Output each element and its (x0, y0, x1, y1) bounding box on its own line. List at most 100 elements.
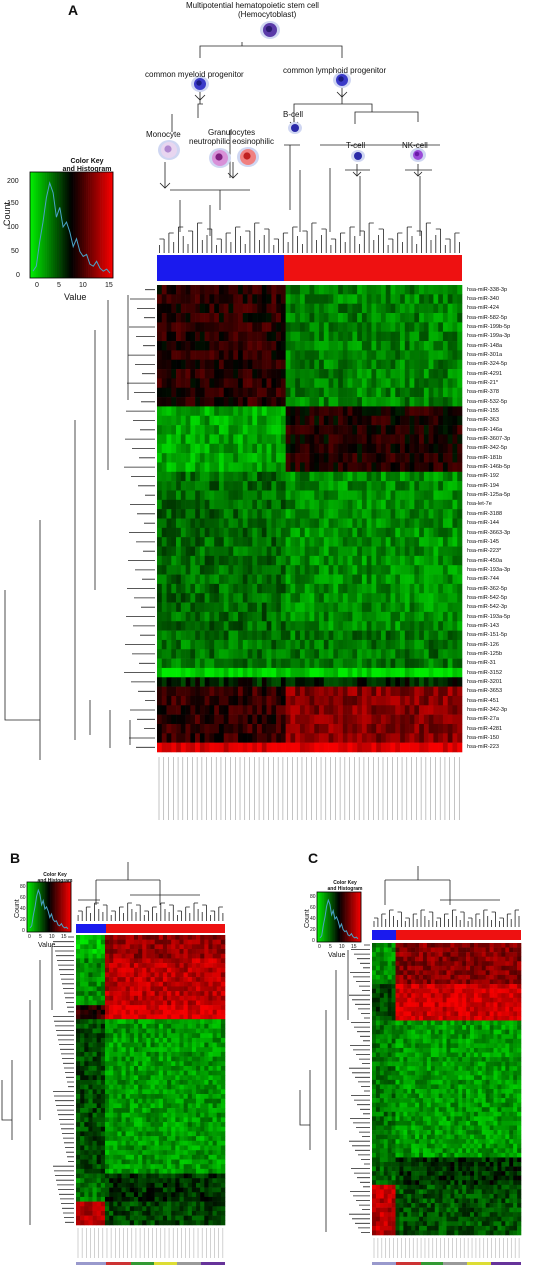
heatmap-cell (129, 1000, 135, 1006)
heatmap-cell (129, 1070, 135, 1076)
heatmap-cell (233, 742, 239, 753)
heatmap-cell (150, 1070, 155, 1076)
heatmap-cell (376, 705, 382, 715)
heatmap-cell (212, 935, 218, 940)
heatmap-cell (175, 1112, 180, 1118)
heatmap-cell (208, 1033, 213, 1039)
heatmap-cell (187, 1037, 193, 1043)
heatmap-cell (395, 499, 401, 510)
heatmap-cell (285, 723, 291, 734)
heatmap-cell (419, 714, 425, 725)
heatmap-cell (191, 1126, 197, 1132)
heatmap-cell (261, 331, 267, 342)
heatmap-cell (195, 490, 201, 501)
heatmap-cell (104, 1009, 110, 1015)
heatmap-cell (338, 714, 344, 725)
heatmap-cell (295, 518, 301, 529)
heatmap-cell (233, 387, 239, 398)
heatmap-cell (109, 972, 114, 978)
heatmap-cell (154, 1037, 160, 1043)
heatmap-cell (261, 387, 267, 398)
heatmap-cell (214, 387, 220, 398)
heatmap-cell (167, 944, 172, 950)
heatmap-cell (404, 313, 410, 323)
heatmap-cell (390, 555, 396, 566)
heatmap-cell (342, 415, 348, 426)
heatmap-cell (88, 1000, 93, 1006)
heatmap-cell (161, 285, 167, 295)
heatmap-cell (212, 991, 218, 997)
heatmap-cell (113, 1061, 118, 1067)
heatmap-cell (209, 527, 215, 538)
heatmap-cell (183, 1000, 189, 1006)
heatmap-cell (400, 481, 406, 491)
heatmap-cell (295, 294, 301, 304)
heatmap-cell (438, 742, 444, 753)
heatmap-cell (352, 555, 358, 566)
heatmap-cell (347, 303, 353, 314)
heatmap-cell (80, 981, 85, 987)
heatmap-cell (314, 387, 320, 398)
heatmap-cell (76, 986, 81, 992)
heatmap-cell (390, 649, 396, 659)
heatmap-cell (266, 537, 272, 547)
heatmap-cell (347, 677, 353, 687)
heatmap-cell (88, 1098, 93, 1104)
heatmap-cell (208, 1136, 213, 1142)
heatmap-cell (176, 733, 182, 743)
heatmap-cell (199, 471, 205, 482)
heatmap-cell (242, 574, 248, 585)
heatmap-cell (266, 509, 272, 519)
heatmap-cell (161, 574, 167, 585)
heatmap-cell (266, 341, 272, 351)
heatmap-cell (390, 733, 396, 743)
heatmap-cell (129, 1061, 135, 1067)
heatmap-cell (104, 1005, 110, 1011)
heatmap-cell (162, 1023, 168, 1029)
heatmap-cell (271, 518, 277, 529)
heatmap-cell (161, 602, 167, 613)
heatmap-cell (171, 1000, 176, 1006)
heatmap-cell (162, 1150, 168, 1156)
heatmap-cell (247, 677, 253, 687)
heatmap-cell (191, 1009, 197, 1015)
heatmap-cell (129, 1140, 135, 1146)
heatmap-cell (216, 1056, 222, 1062)
heatmap-cell (196, 1065, 201, 1071)
heatmap-cell (204, 991, 209, 997)
heatmap-cell (200, 1080, 205, 1085)
heatmap-cell (76, 1005, 81, 1011)
heatmap-cell (216, 1117, 222, 1123)
heatmap-cell (319, 490, 325, 501)
heatmap-cell (208, 1140, 213, 1146)
heatmap-cell (150, 1005, 155, 1011)
heatmap-cell (190, 583, 196, 594)
heatmap-cell (220, 1009, 226, 1015)
heatmap-cell (400, 509, 406, 519)
heatmap-cell (271, 658, 277, 669)
heatmap-cell (220, 939, 226, 945)
heatmap-cell (138, 1084, 143, 1090)
heatmap-cell (285, 602, 291, 613)
heatmap-cell (409, 425, 415, 435)
heatmap-cell (185, 695, 191, 706)
heatmap-cell (199, 434, 205, 445)
heatmap-cell (409, 294, 415, 304)
heatmap-cell (366, 378, 372, 389)
heatmap-cell (212, 949, 218, 955)
heatmap-cell (175, 1061, 180, 1067)
heatmap-cell (92, 981, 97, 987)
heatmap-cell (191, 1065, 197, 1071)
heatmap-cell (117, 1014, 122, 1020)
heatmap-cell (212, 1094, 218, 1100)
heatmap-cell (438, 705, 444, 715)
heatmap-cell (257, 742, 263, 753)
heatmap-cell (166, 714, 172, 725)
heatmap-cell (228, 611, 234, 622)
heatmap-cell (338, 583, 344, 594)
heatmap-cell (190, 723, 196, 734)
heatmap-cell (142, 981, 147, 987)
heatmap-cell (390, 378, 396, 389)
heatmap-cell (347, 462, 353, 473)
heatmap-cell (385, 583, 391, 594)
